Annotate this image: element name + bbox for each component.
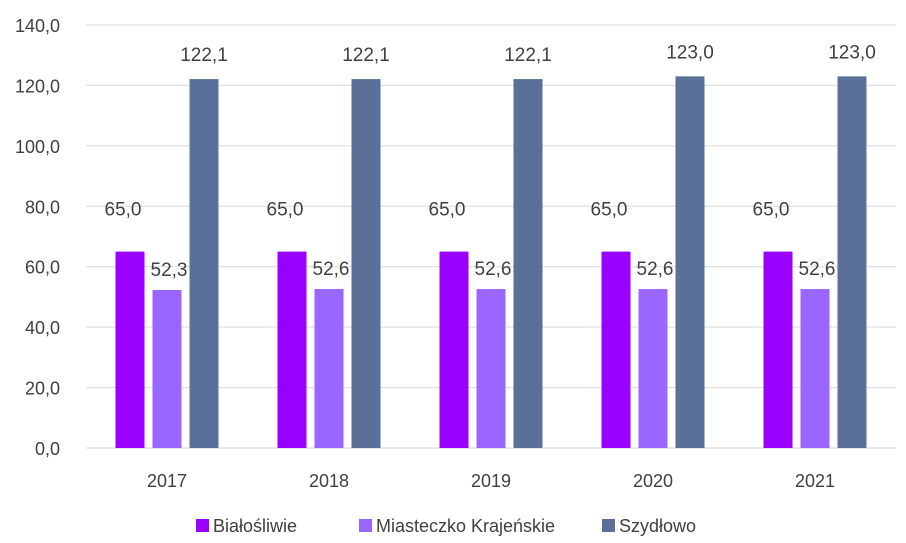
bar <box>800 289 830 448</box>
bar <box>314 289 344 448</box>
data-label: 123,0 <box>828 42 876 63</box>
bar <box>439 251 469 448</box>
bar <box>675 76 705 448</box>
data-label: 123,0 <box>666 42 714 63</box>
y-tick-label: 120,0 <box>15 76 60 96</box>
y-axis-tick-labels: 0,0 20,0 40,0 60,0 80,0 100,0 120,0 140,0 <box>15 16 60 459</box>
data-label: 52,6 <box>637 259 674 280</box>
data-label: 52,3 <box>151 260 188 281</box>
bar <box>189 79 219 449</box>
data-label: 65,0 <box>429 200 466 221</box>
y-tick-label: 100,0 <box>15 137 60 157</box>
legend-label: Szydłowo <box>619 516 696 536</box>
y-tick-label: 80,0 <box>25 197 60 217</box>
y-tick-label: 40,0 <box>25 318 60 338</box>
bar <box>638 289 668 448</box>
bars <box>115 76 867 449</box>
data-label: 65,0 <box>753 200 790 221</box>
x-tick-label: 2021 <box>795 471 835 491</box>
legend-swatch <box>602 519 615 532</box>
bar <box>277 251 307 448</box>
legend: Białośliwie Miasteczko Krajeńskie Szydłowo <box>196 516 696 536</box>
legend-label: Miasteczko Krajeńskie <box>376 516 555 536</box>
bar <box>513 79 543 449</box>
data-labels: 65,0 52,3 122,1 65,0 52,6 122,1 65,0 52,6 122,1 6… <box>105 42 876 281</box>
bar <box>763 251 793 448</box>
data-label: 65,0 <box>105 200 142 221</box>
bar <box>351 79 381 449</box>
data-label: 122,1 <box>504 45 552 66</box>
data-label: 65,0 <box>591 200 628 221</box>
y-tick-label: 20,0 <box>25 379 60 399</box>
data-label: 52,6 <box>313 259 350 280</box>
x-axis-tick-labels: 2017 2018 2019 2020 2021 <box>147 471 835 491</box>
x-tick-label: 2018 <box>309 471 349 491</box>
bar <box>601 251 631 448</box>
x-tick-label: 2020 <box>633 471 673 491</box>
y-tick-label: 140,0 <box>15 16 60 36</box>
bar <box>837 76 867 448</box>
x-tick-label: 2017 <box>147 471 187 491</box>
x-tick-label: 2019 <box>471 471 511 491</box>
bar <box>152 289 182 448</box>
data-label: 122,1 <box>180 45 228 66</box>
y-tick-label: 0,0 <box>35 439 60 459</box>
bar <box>476 289 506 448</box>
legend-swatch <box>196 519 209 532</box>
legend-swatch <box>359 519 372 532</box>
data-label: 52,6 <box>799 259 836 280</box>
bar <box>115 251 145 448</box>
legend-label: Białośliwie <box>213 516 297 536</box>
y-tick-label: 60,0 <box>25 258 60 278</box>
data-label: 65,0 <box>267 200 304 221</box>
data-label: 122,1 <box>342 45 390 66</box>
data-label: 52,6 <box>475 259 512 280</box>
